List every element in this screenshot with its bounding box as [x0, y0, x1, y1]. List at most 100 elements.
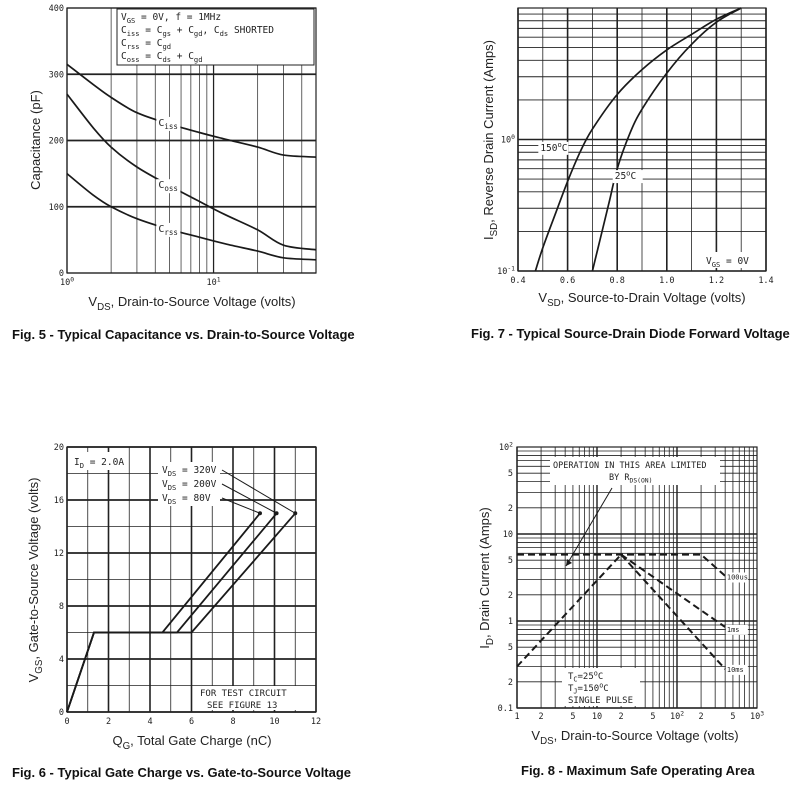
fig6-caption: Fig. 6 - Typical Gate Charge vs. Gate-to…: [12, 765, 352, 780]
fig5-frame: [66, 7, 317, 274]
fig6-leader-arrowhead: [293, 511, 298, 516]
fig6-condition: ID = 2.0A: [74, 457, 124, 470]
fig6-legend-entry: VDS = 320V: [162, 465, 217, 478]
fig6-x-tick-label: 10: [269, 717, 279, 727]
fig7-x-tick-label: 1.0: [659, 276, 674, 286]
fig8-y-tick-label: 2: [508, 678, 513, 688]
fig6-leader-arrowhead: [274, 511, 279, 516]
fig7-caption: Fig. 7 - Typical Source-Drain Diode Forw…: [471, 326, 790, 341]
fig8-x-tick-label: 2: [539, 712, 544, 722]
fig5-legend-line-2: Ciss = Cgs + Cgd, Cds SHORTED: [121, 25, 274, 38]
fig7-x-tick-label: 1.4: [758, 276, 773, 286]
fig7-x-axis-label: VSD, Source-to-Drain Voltage (volts): [538, 290, 745, 309]
fig5-y-tick-label: 400: [49, 4, 64, 14]
fig7-curve-label-bg: [612, 170, 643, 184]
fig5-curve-label-bg: [156, 222, 181, 237]
fig5-y-tick-label: 100: [49, 203, 64, 213]
fig7-x-tick-label: 0.4: [510, 276, 525, 286]
fig8-x-tick-label: 5: [730, 712, 735, 722]
fig7-curve-label-bg: [538, 141, 569, 155]
fig8-curve-label: 10ms: [727, 666, 744, 674]
fig6-y-tick-label: 0: [59, 708, 64, 718]
fig7-annotation: VGS = 0V: [706, 256, 749, 269]
fig8-curve-label-bg: [725, 624, 748, 635]
fig6-series: [66, 512, 278, 713]
fig5-x-axis-label: VDS, Drain-to-Source Voltage (volts): [88, 294, 295, 313]
fig5-legend-box: [116, 8, 315, 66]
fig7-series-150c: [534, 7, 742, 272]
fig7-x-tick-label: 0.8: [610, 276, 625, 286]
fig5-legend-line-1: VGS = 0V, f = 1MHz: [121, 12, 221, 25]
fig8-x-tick-label: 1: [514, 712, 519, 722]
fig6-x-tick-label: 0: [64, 717, 69, 727]
fig6-x-tick-label: 2: [106, 717, 111, 727]
fig7-y-tick-label: 10-1: [497, 265, 515, 277]
fig8-y-tick-label: 102: [499, 441, 513, 453]
fig8-annotation-bg: [550, 457, 720, 485]
fig5-legend-line-4: Coss = Cds + Cgd: [121, 51, 202, 64]
fig6-legend-entry: VDS = 80V: [162, 493, 211, 506]
fig8-caption: Fig. 8 - Maximum Safe Operating Area: [521, 763, 755, 778]
fig7-curve-label: 25oC: [615, 168, 636, 182]
fig6-y-tick-label: 20: [54, 443, 64, 453]
fig8-curve-label-bg: [725, 664, 748, 675]
fig5-series-coss: [66, 93, 317, 251]
fig6-note-line-1: FOR TEST CIRCUIT: [200, 689, 287, 699]
fig8-curve-label-bg: [725, 572, 748, 583]
fig6-leader-arrowhead: [257, 511, 262, 516]
fig5-curve-label-ciss: Ciss: [158, 118, 178, 131]
fig8-y-tick-label: 1: [508, 617, 513, 627]
fig6-note-line-2: SEE FIGURE 13: [207, 701, 277, 711]
fig8-condition-pulse: SINGLE PULSE: [568, 696, 633, 706]
fig8-y-tick-label: 2: [508, 504, 513, 514]
fig6-legend-entry: VDS = 200V: [162, 479, 217, 492]
fig8-condition-tc: TC=25oC: [568, 669, 603, 683]
fig5-curve-label-bg: [156, 179, 181, 194]
fig6-y-tick-label: 8: [59, 602, 64, 612]
fig8-x-tick-label: 102: [670, 710, 684, 722]
fig6-y-tick-label: 4: [59, 655, 64, 665]
fig7-series-25c: [591, 7, 742, 272]
fig8-annotation-arrowhead: [566, 559, 572, 566]
fig5-y-tick-label: 300: [49, 70, 64, 80]
fig6-legend-bg: [158, 462, 220, 506]
fig8-curve-label: 1ms: [727, 626, 740, 634]
fig8-curve-label: 100us: [727, 573, 748, 581]
fig5-x-tick-label: 101: [207, 276, 221, 288]
fig6-leader-line: [221, 483, 277, 514]
fig7-frame: [517, 7, 767, 272]
fig8-x-tick-label: 5: [650, 712, 655, 722]
fig8-frame: [516, 446, 758, 709]
fig5-series-crss: [66, 172, 317, 261]
fig7-x-tick-label: 0.6: [560, 276, 575, 286]
fig8-x-tick-label: 2: [699, 712, 704, 722]
fig6-leader-line: [221, 469, 296, 514]
fig8-annotation-line-1: OPERATION IN THIS AREA LIMITED: [553, 461, 707, 471]
fig8-y-tick-label: 10: [503, 530, 513, 540]
fig6-x-tick-label: 12: [311, 717, 321, 727]
fig5-series-ciss: [66, 63, 317, 158]
fig6-series: [66, 512, 296, 713]
fig5-caption: Fig. 5 - Typical Capacitance vs. Drain-t…: [12, 327, 355, 342]
fig6-condition-bg: [70, 452, 128, 470]
fig8-x-tick-label: 2: [619, 712, 624, 722]
fig8-x-axis-label: VDS, Drain-to-Source Voltage (volts): [531, 728, 738, 747]
fig8-y-axis-label: ID, Drain Current (Amps): [477, 507, 496, 648]
fig8-x-tick-label: 103: [750, 710, 764, 722]
fig8-y-tick-label: 2: [508, 591, 513, 601]
fig6-y-tick-label: 16: [54, 496, 64, 506]
fig8-y-tick-label: 0.1: [498, 704, 513, 714]
fig6-leader-line: [221, 497, 261, 514]
fig6-x-tick-label: 4: [147, 717, 152, 727]
fig8-series-rdsonlimit: [516, 553, 622, 668]
fig7-curve-label: 150oC: [540, 140, 567, 154]
fig5-y-tick-label: 200: [49, 137, 64, 147]
fig6-series: [66, 512, 261, 713]
fig5-curve-label-crss: Crss: [158, 224, 178, 237]
fig7-x-tick-label: 1.2: [709, 276, 724, 286]
fig8-y-tick-label: 5: [508, 643, 513, 653]
fig6-y-tick-label: 12: [54, 549, 64, 559]
fig8-series-100us: [517, 553, 726, 577]
fig5-y-axis-label: Capacitance (pF): [28, 90, 43, 190]
